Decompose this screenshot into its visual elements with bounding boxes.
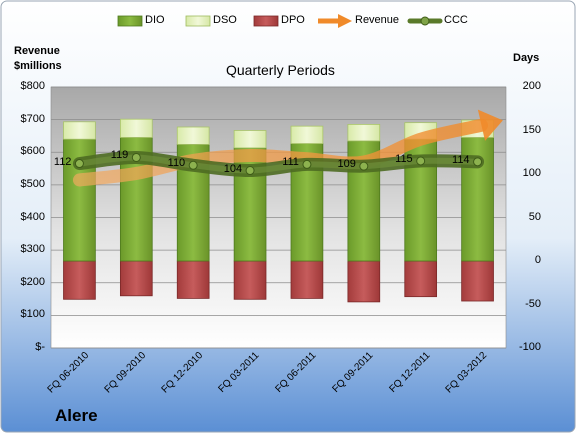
legend-dio-swatch [117, 15, 143, 27]
bar-dso [347, 124, 381, 142]
legend-label-dpo: DPO [281, 14, 305, 26]
bar-dpo [63, 260, 96, 300]
revenue-arrowhead [477, 109, 503, 141]
legend-dpo-swatch [253, 15, 279, 27]
ccc-marker [245, 166, 255, 176]
left-tick-label: $800 [20, 80, 45, 92]
ccc-marker [188, 160, 198, 170]
bar-dpo [176, 260, 210, 299]
right-axis-label: Days [513, 52, 540, 64]
right-tick-label: 150 [522, 123, 541, 136]
ccc-data-label: 104 [223, 162, 243, 175]
ccc-layer [72, 150, 485, 178]
left-axis-label-line2: $millions [14, 60, 62, 72]
bar-dpo [347, 260, 381, 303]
company-name: Alere [55, 406, 98, 425]
right-tick-label: -100 [518, 341, 541, 353]
ccc-marker [131, 152, 141, 162]
legend-label-dio: DIO [145, 14, 165, 26]
legend-ccc-swatch [407, 16, 443, 26]
bar-dpo [233, 260, 267, 300]
left-tick-label: $700 [20, 112, 45, 125]
chart-title: Quarterly Periods [226, 62, 335, 78]
right-tick-label: 200 [522, 80, 541, 92]
bar-dpo [461, 260, 494, 302]
ccc-data-label: 114 [452, 153, 470, 166]
ccc-data-label: 110 [167, 157, 186, 170]
bar-dso [119, 118, 153, 138]
right-tick-label: -50 [525, 297, 541, 310]
legend-label-ccc: CCC [444, 14, 468, 26]
ccc-line-highlight [76, 154, 481, 174]
ccc-marker [302, 159, 312, 169]
revenue-layer [72, 109, 503, 187]
right-tick-label: 100 [522, 167, 541, 179]
left-tick-label: $600 [20, 145, 45, 158]
ccc-data-label: 109 [337, 158, 356, 171]
ccc-marker [416, 156, 426, 166]
ccc-marker [74, 159, 84, 169]
legend-revenue-swatch [318, 14, 352, 28]
left-axis-label-line1: Revenue [14, 45, 60, 57]
bar-dso [233, 130, 267, 149]
right-tick-label: 50 [528, 210, 541, 223]
ccc-marker [359, 161, 369, 171]
ccc-data-label: 112 [53, 155, 72, 168]
bar-dso [63, 121, 96, 140]
left-tick-label: $100 [20, 308, 45, 321]
left-tick-label: $300 [20, 243, 45, 256]
bar-dso [290, 125, 324, 144]
right-tick-label: 0 [534, 254, 541, 266]
bar-dso [176, 126, 210, 145]
legend-label-revenue: Revenue [355, 14, 400, 26]
legend-label-dso: DSO [213, 14, 237, 26]
revenue-line [72, 118, 488, 187]
legend-dso-swatch [185, 15, 211, 27]
left-tick-label: $200 [20, 275, 45, 288]
left-tick-label: $400 [20, 210, 45, 223]
left-tick-label: $- [35, 341, 45, 353]
ccc-data-label: 111 [282, 156, 299, 169]
ccc-data-label: 115 [395, 152, 413, 165]
left-tick-label: $500 [20, 177, 45, 190]
bar-dpo [404, 260, 438, 298]
bar-dpo [119, 260, 153, 297]
ccc-marker [473, 157, 483, 167]
bar-dpo [290, 260, 324, 299]
ccc-data-label: 119 [110, 149, 129, 162]
